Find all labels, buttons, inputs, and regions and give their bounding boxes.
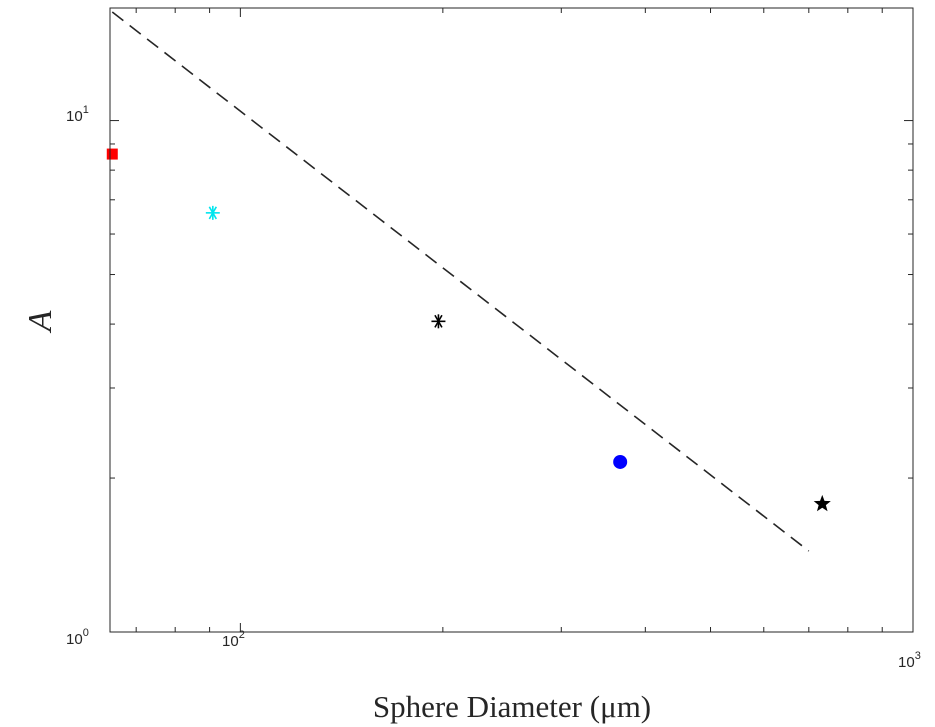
data-point-asterisk [431, 314, 446, 329]
y-axis-label: A [22, 310, 59, 333]
x-axis-label: Sphere Diameter (μm) [373, 689, 651, 724]
y-tick-label-10: 101 [66, 104, 89, 125]
data-point-asterisk [205, 205, 220, 220]
y-tick-label-1: 100 [66, 627, 89, 648]
fit-line [111, 11, 810, 552]
data-point-circle [613, 454, 628, 469]
x-tick-label-100: 102 [222, 629, 245, 650]
x-tick-label-1000: 103 [898, 650, 921, 671]
data-point-square [106, 148, 118, 160]
minor-ticks [110, 8, 914, 633]
data-point-star [813, 494, 831, 512]
axes-box [109, 7, 914, 633]
chart-marks [106, 11, 831, 552]
